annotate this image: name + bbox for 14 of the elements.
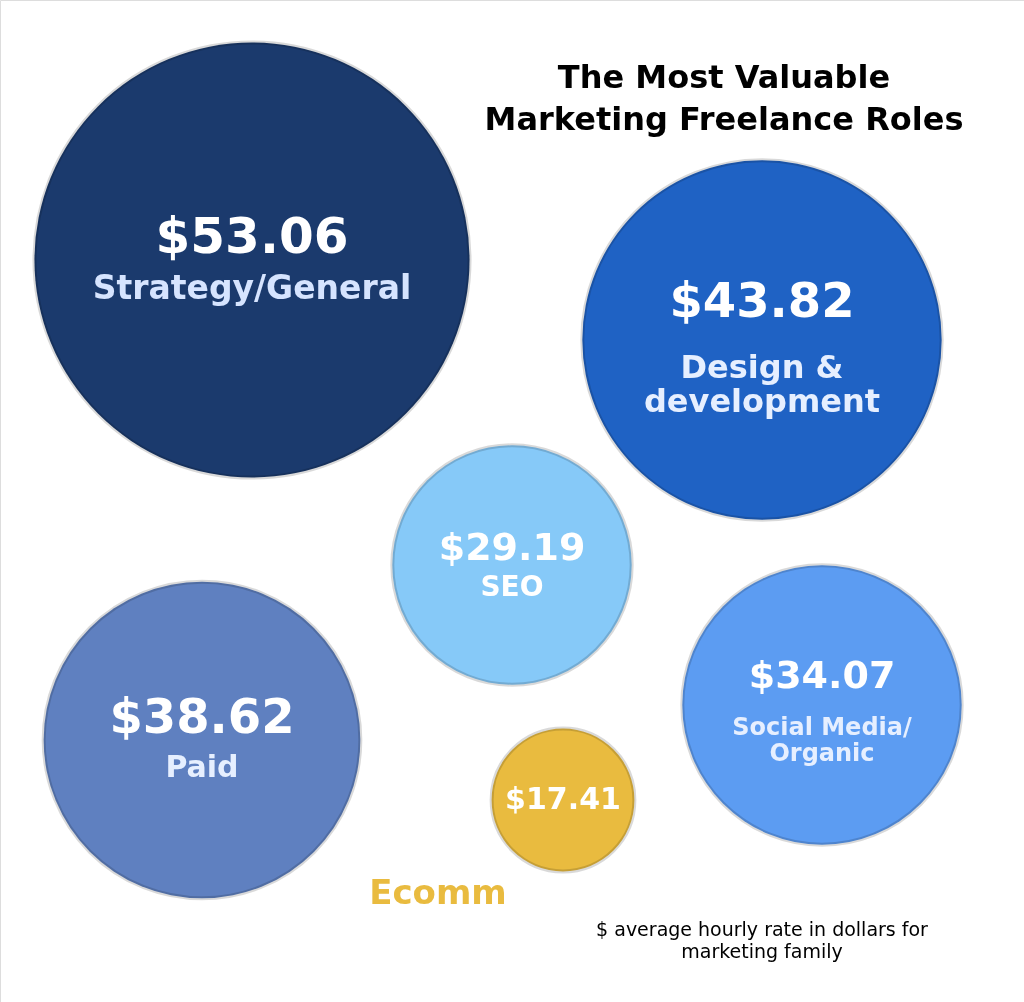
category-label: SEO xyxy=(480,569,544,603)
text: The Most Valuable Marketing Freelance Roles xyxy=(484,58,964,138)
category-label: Ecomm xyxy=(369,871,507,912)
data-label: $43.82 xyxy=(669,271,855,328)
data-label: $38.62 xyxy=(109,687,295,744)
data-label: $53.06 xyxy=(155,206,349,265)
category-label: Social Media/Organic xyxy=(732,712,912,767)
category-label: Design & development xyxy=(643,347,881,420)
category-label: Paid xyxy=(165,748,239,784)
data-label: $34.07 xyxy=(748,653,896,698)
data-label: $17.41 xyxy=(505,781,621,816)
text: $ average hourly rate in dollars for marketing family xyxy=(596,918,929,962)
category-label: Strategy/General xyxy=(92,267,412,307)
data-label: $29.19 xyxy=(438,525,586,570)
